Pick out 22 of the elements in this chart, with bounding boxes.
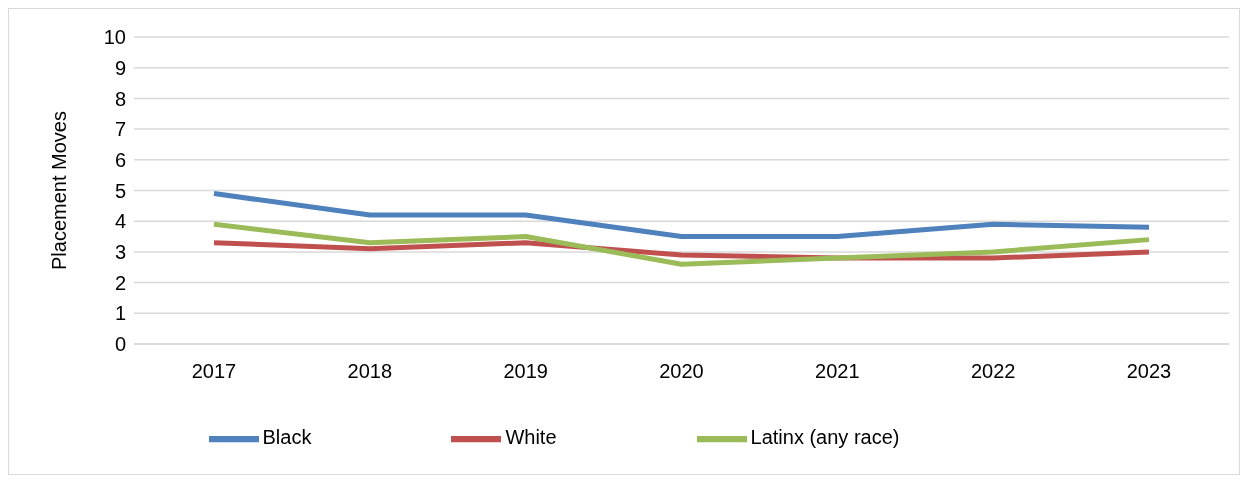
x-tick-label: 2018 (347, 360, 393, 383)
legend-label: Black (262, 426, 312, 449)
y-tick-label: 10 (103, 26, 126, 49)
y-tick-label: 0 (114, 333, 126, 356)
y-axis-title: Placement Moves (48, 111, 71, 270)
legend-label: Latinx (any race) (750, 426, 900, 449)
y-tick-label: 2 (114, 271, 126, 294)
x-tick-label: 2021 (815, 360, 860, 383)
y-tick-label: 9 (114, 56, 126, 79)
x-tick-label: 2020 (659, 360, 704, 383)
y-tick-label: 1 (114, 302, 126, 325)
y-tick-label: 5 (114, 179, 126, 202)
x-tick-label: 2017 (191, 360, 237, 383)
x-tick-label: 2023 (1126, 360, 1172, 383)
y-tick-label: 4 (114, 210, 126, 233)
x-tick-label: 2019 (503, 360, 548, 383)
legend-label: White (505, 426, 557, 449)
y-tick-label: 3 (114, 241, 126, 263)
y-tick-label: 7 (114, 118, 126, 141)
x-tick-label: 2022 (970, 360, 1016, 383)
y-tick-label: 8 (114, 87, 126, 110)
y-tick-label: 6 (114, 148, 126, 171)
